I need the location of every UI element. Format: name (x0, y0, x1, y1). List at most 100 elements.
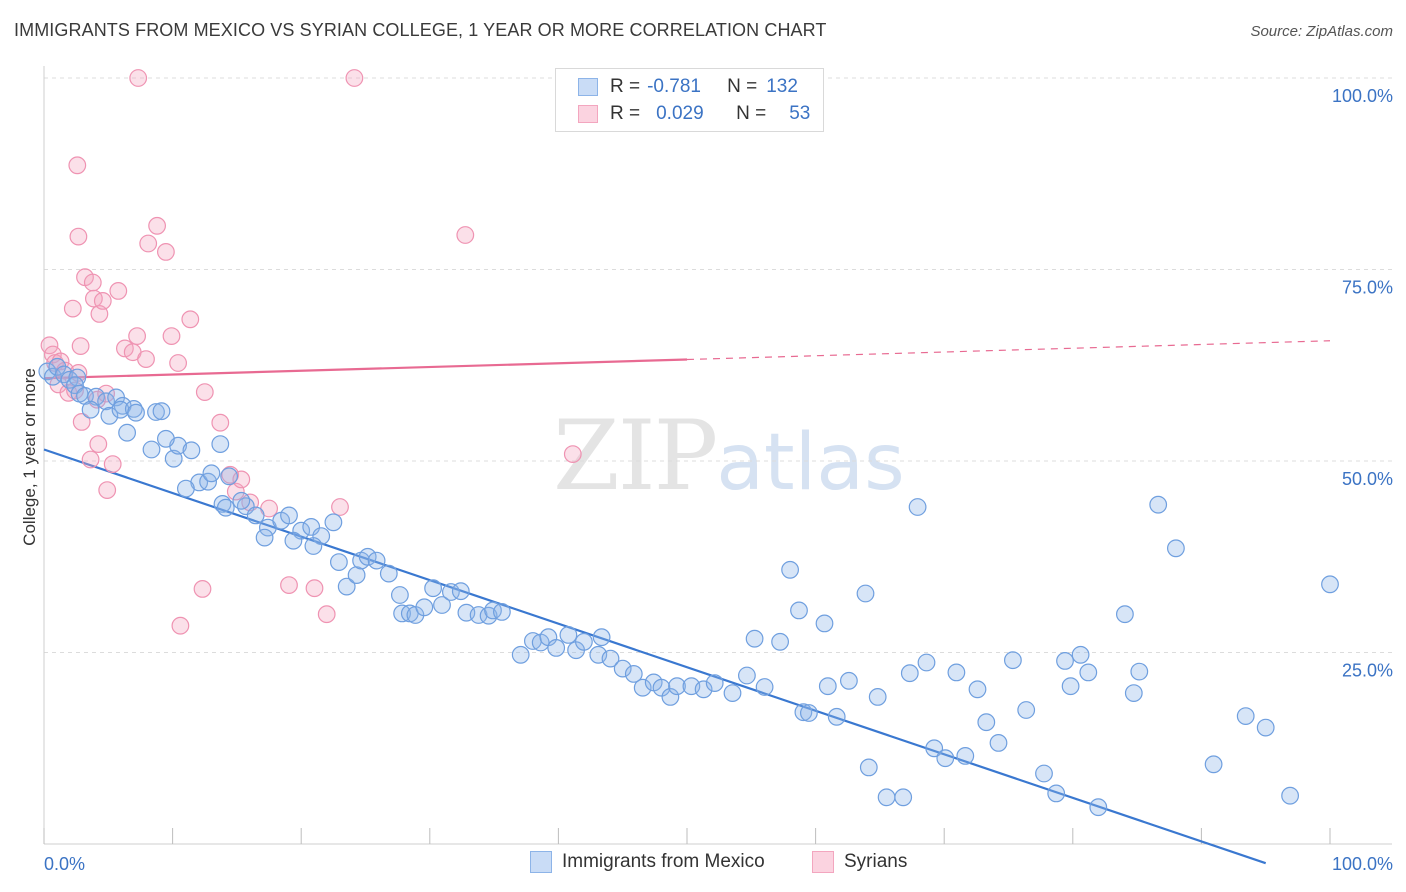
y-tick-label: 25.0% (1342, 661, 1393, 681)
legend-r-label: R = (610, 76, 641, 97)
legend-r-label: R = (610, 103, 641, 124)
syrians-point (137, 350, 155, 369)
mexico-point (1166, 539, 1185, 558)
tick-labels: 100.0% 75.0% 50.0% 25.0% 0.0% 100.0% (44, 86, 1393, 874)
syrians-point (456, 226, 475, 244)
trend-line-syrians-dashed (686, 340, 1331, 361)
mexico-point (1017, 701, 1036, 719)
mexico-point (1079, 663, 1098, 682)
syrians-point (68, 156, 87, 175)
syrians-point (169, 354, 188, 372)
source-label: Source: ZipAtlas.com (1250, 23, 1393, 40)
mexico-point (1056, 652, 1074, 670)
mexico-point (1061, 677, 1080, 696)
legend-row-mexico: R = -0.781 N = 132 (578, 75, 798, 99)
mexico-point (547, 639, 566, 657)
mexico-point (216, 498, 235, 517)
mexico-point (818, 677, 837, 696)
mexico-point (877, 788, 896, 807)
mexico-point (415, 598, 434, 617)
syrians-point (93, 292, 112, 310)
mexico-point (469, 606, 488, 624)
syrians-point (71, 337, 90, 356)
mexico-point (815, 614, 834, 633)
bottom-legend-label-syrians: Syrians (844, 851, 908, 872)
mexico-point (97, 392, 115, 411)
mexico-point (337, 577, 356, 596)
mexico-point (280, 506, 298, 525)
mexico-point (232, 491, 251, 510)
mexico-point (81, 400, 100, 419)
syrians-point (193, 580, 212, 598)
mexico-point (968, 680, 987, 699)
syrians-point (128, 327, 147, 346)
syrians-point (171, 616, 190, 635)
x-tick-label: 0.0% (44, 854, 85, 874)
bottom-legend-mexico: Immigrants from Mexico (530, 851, 765, 873)
mexico-point (347, 566, 366, 584)
syrians-point (89, 435, 108, 454)
mexico-point (304, 537, 323, 555)
mexico-point (827, 707, 846, 726)
mexico-point (856, 584, 875, 603)
mexico-point (284, 531, 303, 550)
mexico-point (147, 403, 165, 421)
mexico-point (781, 560, 799, 579)
mexico-points (38, 357, 1339, 817)
syrians-point (345, 69, 364, 87)
mexico-point (442, 583, 460, 601)
mexico-point (451, 582, 470, 601)
mexico-point (1236, 707, 1255, 725)
y-tick-label: 50.0% (1342, 469, 1393, 489)
mexico-point (176, 479, 195, 498)
mexico-point (142, 440, 161, 459)
syrians-point (72, 413, 91, 431)
syrians-point (98, 481, 117, 500)
mexico-point (908, 498, 927, 516)
mexico-point (156, 429, 175, 448)
mexico-point (956, 747, 975, 765)
syrians-point (148, 216, 167, 235)
mexico-point (794, 703, 813, 722)
mexico-point (211, 435, 230, 454)
syrians-point (63, 299, 82, 318)
bottom-legend-syrians: Syrians (812, 851, 907, 873)
syrians-point (129, 69, 148, 87)
mexico-point (424, 579, 443, 598)
mexico-point (868, 688, 887, 706)
mexico-point (100, 406, 119, 425)
mexico-point (989, 734, 1008, 752)
mexico-point (894, 788, 913, 807)
mexico-point (1204, 755, 1223, 774)
mexico-point (202, 464, 221, 483)
syrians-point (563, 445, 582, 464)
mexico-point (1124, 684, 1143, 702)
legend-n-value-mexico: 132 (766, 76, 798, 97)
mexico-point (947, 663, 966, 682)
mexico-point (1321, 575, 1339, 594)
mexico-point (127, 403, 145, 422)
legend-swatch-mexico (578, 78, 598, 96)
mexico-point (358, 547, 377, 566)
bottom-legend-label-mexico: Immigrants from Mexico (562, 851, 765, 872)
mexico-point (118, 423, 136, 442)
mexico-point (220, 467, 239, 486)
mexico-point (575, 632, 593, 651)
axes (43, 66, 1392, 845)
bottom-legend-swatch-mexico (530, 851, 552, 873)
mexico-point (694, 680, 713, 699)
legend-r-value-syrians: 0.029 (656, 103, 704, 124)
syrians-point (139, 234, 158, 253)
mexico-point (511, 645, 530, 664)
legend-n-label: N = (736, 103, 767, 124)
mexico-point (246, 506, 265, 525)
mexico-point (917, 653, 936, 672)
mexico-point (592, 628, 611, 647)
mexico-point (367, 551, 386, 570)
x-tick-label: 100.0% (1332, 854, 1393, 874)
mexico-point (484, 601, 502, 620)
mexico-point (790, 601, 808, 620)
syrians-point (331, 498, 349, 516)
mexico-point (493, 603, 511, 621)
mexico-point (1089, 798, 1108, 817)
